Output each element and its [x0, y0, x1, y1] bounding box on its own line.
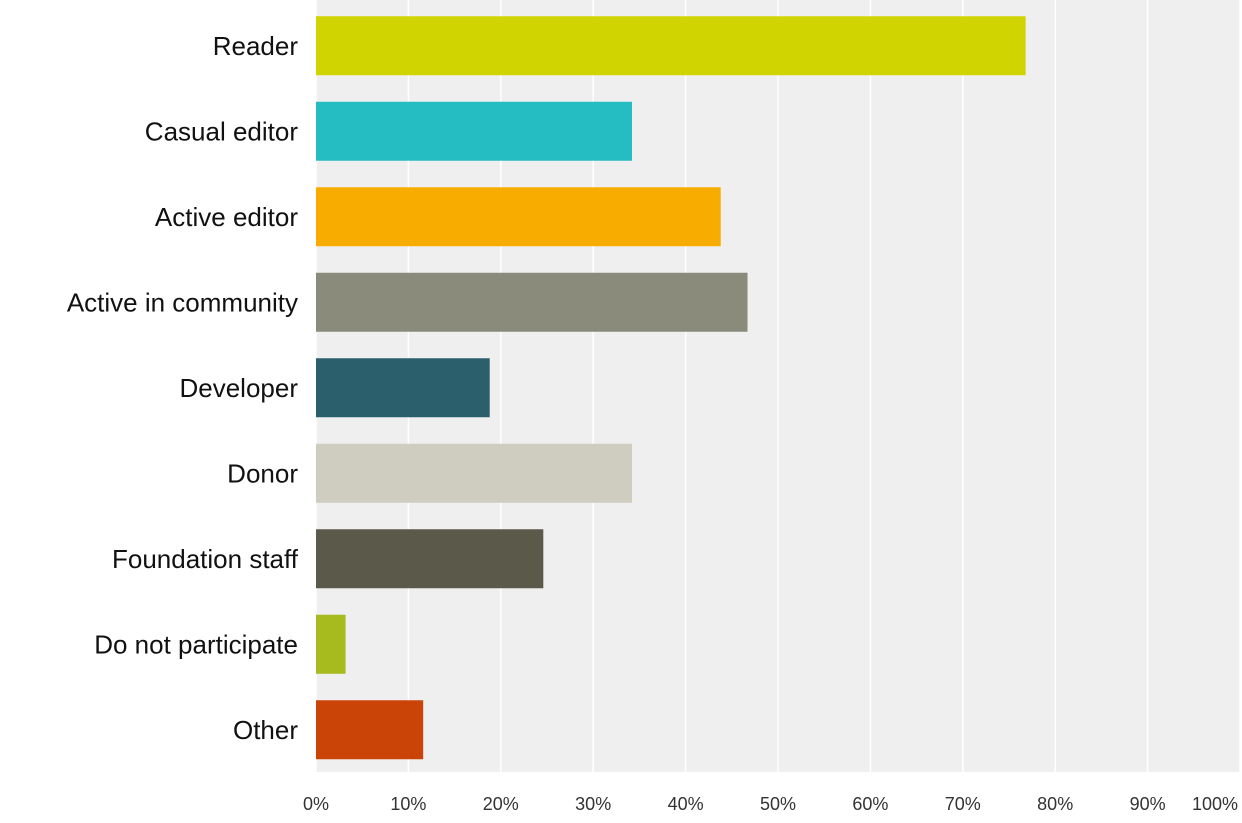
bar-reader — [316, 16, 1026, 76]
bar-donor — [316, 443, 633, 503]
x-tick-label: 100% — [1192, 794, 1238, 814]
x-tick-label: 30% — [575, 794, 611, 814]
x-tick-labels: 0% 10% 20% 30% 40% 50% 60% 70% 80% 90% 100% — [303, 794, 1238, 814]
bar-casual-editor — [316, 101, 633, 161]
x-tick-label: 50% — [760, 794, 796, 814]
x-tick-label: 70% — [945, 794, 981, 814]
bar-active-editor — [316, 187, 721, 247]
x-tick-label: 80% — [1037, 794, 1073, 814]
category-label: Do not participate — [94, 629, 298, 659]
category-label: Active editor — [155, 202, 298, 232]
x-tick-label: 40% — [668, 794, 704, 814]
x-tick-label: 0% — [303, 794, 329, 814]
bar-foundation-staff — [316, 529, 544, 589]
x-tick-label: 20% — [483, 794, 519, 814]
category-label: Casual editor — [145, 116, 299, 146]
category-label: Foundation staff — [112, 544, 299, 574]
bar-other — [316, 700, 424, 760]
category-label: Other — [233, 715, 298, 745]
bar-developer — [316, 358, 490, 418]
category-label: Donor — [227, 458, 298, 488]
bar-do-not-participate — [316, 614, 346, 674]
category-labels: Reader Casual editor Active editor Active i… — [67, 31, 299, 745]
bars — [316, 16, 1026, 760]
x-tick-label: 10% — [390, 794, 426, 814]
category-label: Active in community — [67, 287, 298, 317]
category-label: Developer — [179, 373, 298, 403]
category-label: Reader — [213, 31, 299, 61]
x-tick-label: 60% — [852, 794, 888, 814]
x-tick-label: 90% — [1130, 794, 1166, 814]
bar-active-in-community — [316, 272, 748, 332]
